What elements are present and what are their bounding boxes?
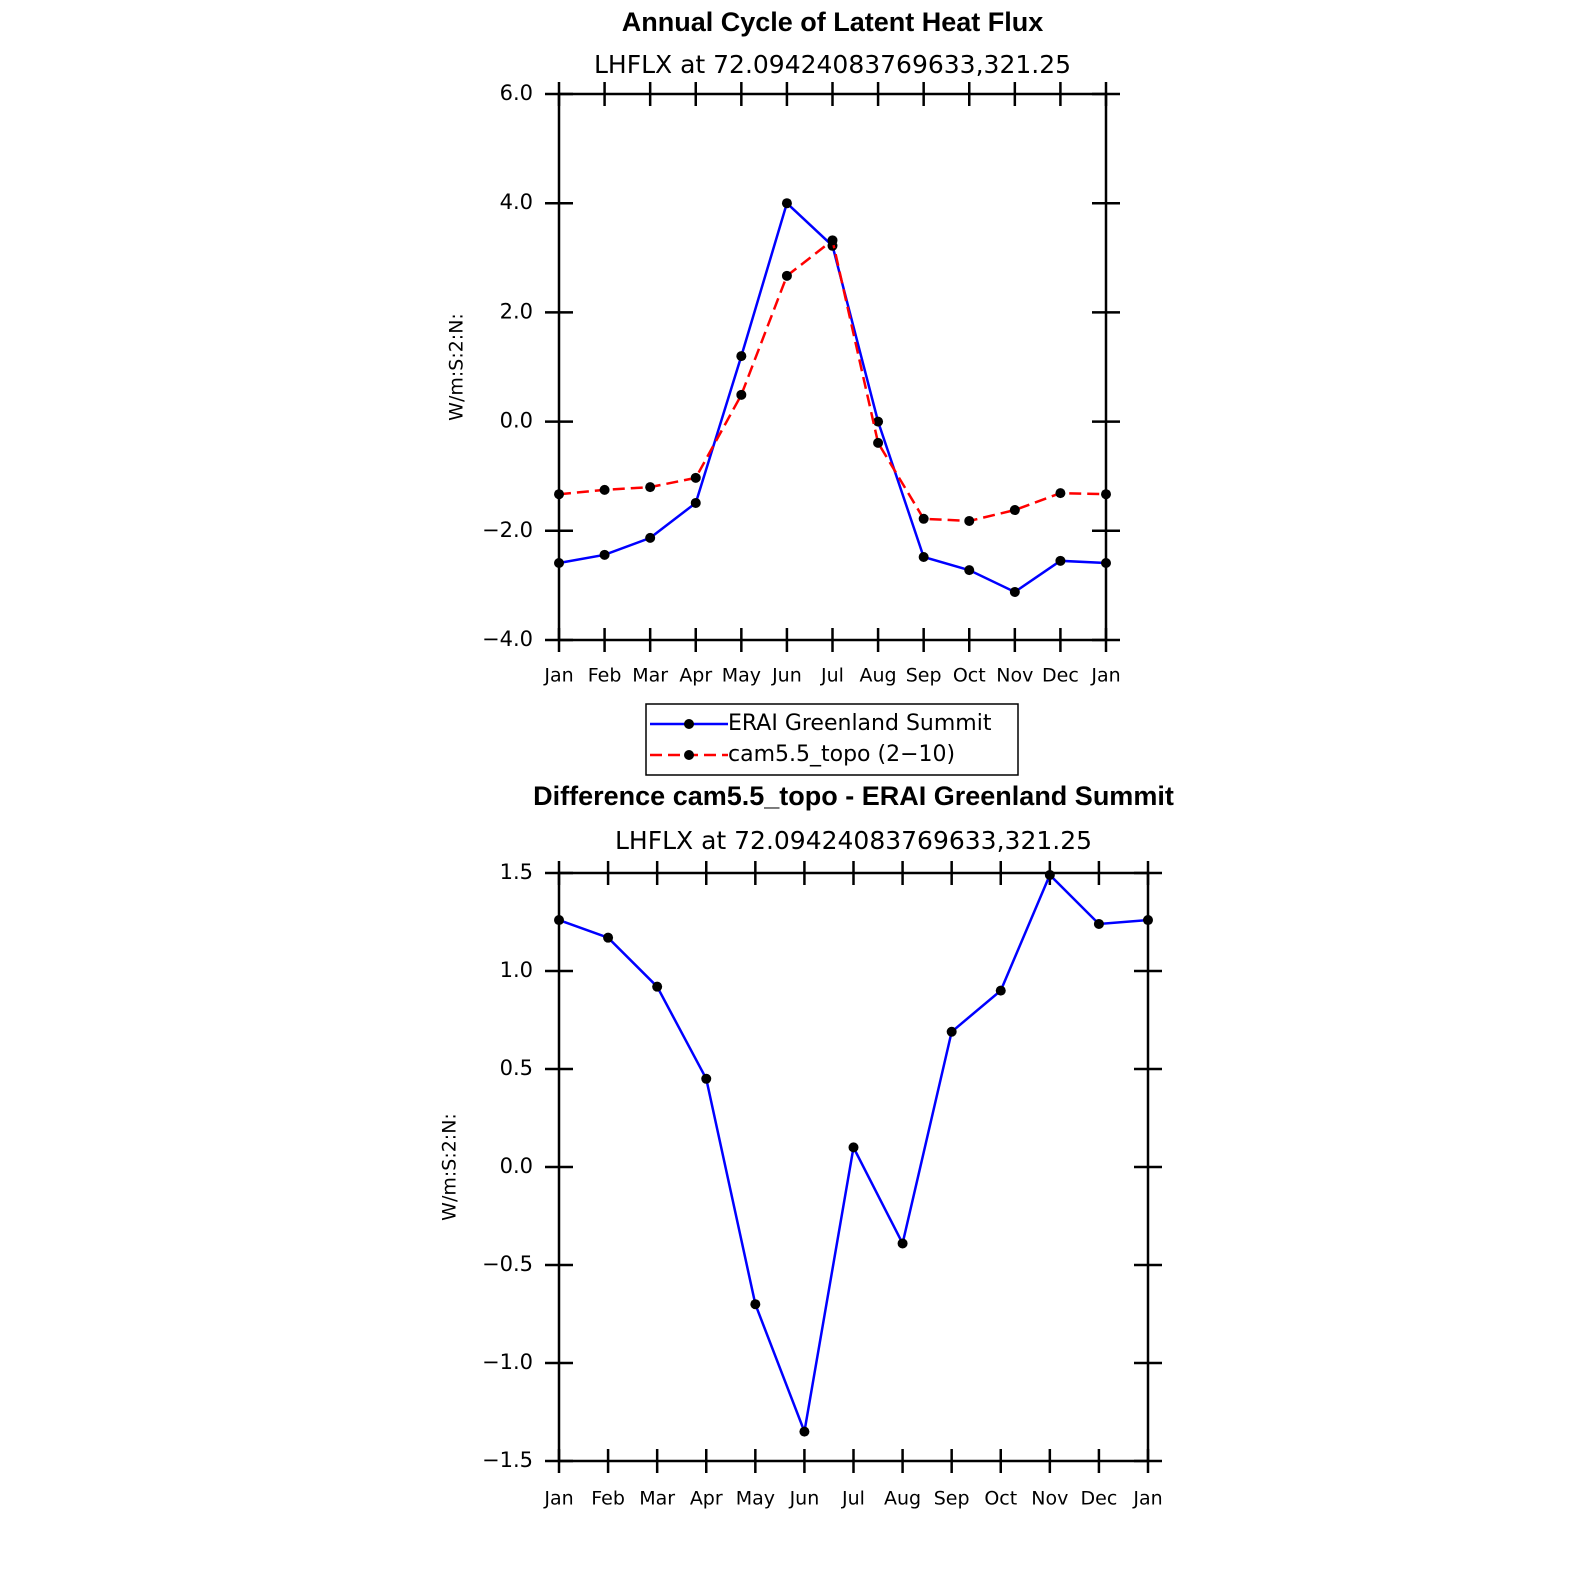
data-point [799, 1426, 810, 1437]
data-point [918, 513, 929, 524]
y-axis-label: W/m:S:2:N: [446, 313, 468, 421]
x-tick-label: Jun [789, 1488, 820, 1510]
y-tick-label: 1.5 [500, 860, 533, 884]
x-tick-label: Oct [984, 1488, 1017, 1510]
data-point [750, 1299, 761, 1310]
data-point [554, 558, 564, 569]
data-point [645, 482, 656, 493]
data-point [1009, 586, 1020, 597]
data-point [848, 1142, 859, 1153]
legend-label: ERAI Greenland Summit [728, 711, 992, 736]
data-point [736, 351, 747, 362]
data-point [1101, 558, 1111, 569]
data-point [599, 484, 610, 495]
x-tick-label: Feb [588, 665, 622, 687]
x-tick-label: May [736, 1488, 775, 1510]
data-point [1055, 555, 1066, 566]
legend-label: cam5.5_topo (2−10) [728, 742, 955, 767]
data-point [873, 416, 884, 427]
data-point [897, 1238, 908, 1249]
x-tick-label: Dec [1042, 665, 1079, 687]
x-tick-label: May [722, 665, 761, 687]
legend-marker [684, 719, 694, 729]
y-tick-label: −2.0 [482, 518, 533, 542]
x-tick-label: Jan [543, 665, 573, 687]
x-tick-label: Jul [841, 1488, 865, 1510]
x-tick-label: Apr [679, 665, 712, 687]
data-point [995, 985, 1006, 996]
x-tick-label: Mar [632, 665, 668, 687]
legend-box [645, 703, 1019, 776]
data-point [964, 565, 975, 576]
legend-marker [684, 750, 694, 760]
chart-subtitle: LHFLX at 72.09424083769633,321.25 [594, 50, 1071, 79]
x-tick-label: Oct [953, 665, 986, 687]
data-line [558, 238, 1107, 523]
data-point [701, 1073, 712, 1084]
data-point [946, 1026, 957, 1037]
plot-frame [557, 871, 1150, 1463]
data-point [652, 981, 663, 992]
data-point [1009, 505, 1020, 516]
x-tick-label: Sep [906, 665, 942, 687]
data-point [554, 915, 564, 926]
data-point [599, 549, 610, 560]
data-line [558, 872, 1149, 1437]
x-tick-label: Jan [1132, 1488, 1162, 1510]
data-point [1143, 915, 1153, 926]
chart-title: Annual Cycle of Latent Heat Flux [622, 7, 1044, 37]
y-tick-label: −0.5 [482, 1252, 533, 1276]
y-axis-label: W/m:S:2:N: [439, 1113, 461, 1221]
data-point [554, 489, 564, 500]
data-point [1055, 488, 1066, 499]
x-tick-label: Mar [639, 1488, 675, 1510]
y-tick-label: −1.5 [482, 1448, 533, 1472]
data-point [781, 270, 792, 281]
x-tick-label: Sep [934, 1488, 970, 1510]
data-point [690, 497, 701, 508]
x-tick-label: Jun [771, 665, 802, 687]
chart-subtitle: LHFLX at 72.09424083769633,321.25 [615, 826, 1092, 855]
y-tick-label: 6.0 [500, 81, 533, 105]
x-tick-label: Feb [591, 1488, 625, 1510]
y-tick-label: 4.0 [500, 190, 533, 214]
x-tick-label: Apr [690, 1488, 723, 1510]
plot-frame [557, 92, 1108, 642]
chart-title: Difference cam5.5_topo - ERAI Greenland … [533, 781, 1174, 811]
data-point [603, 932, 614, 943]
data-point [736, 389, 747, 400]
x-tick-label: Aug [860, 665, 897, 687]
data-point [645, 532, 656, 543]
x-tick-label: Jan [1090, 665, 1120, 687]
y-tick-label: 0.5 [500, 1056, 533, 1080]
x-tick-label: Jan [543, 1488, 573, 1510]
y-tick-label: 0.0 [500, 1154, 533, 1178]
x-tick-label: Aug [884, 1488, 921, 1510]
data-point [781, 198, 792, 209]
data-point [873, 437, 884, 448]
y-tick-label: 1.0 [500, 958, 533, 982]
data-line [558, 200, 1107, 594]
data-point [690, 472, 701, 483]
data-point [918, 552, 929, 563]
x-tick-label: Dec [1081, 1488, 1118, 1510]
y-tick-label: 2.0 [500, 299, 533, 323]
x-tick-label: Jul [820, 665, 844, 687]
x-tick-label: Nov [996, 665, 1033, 687]
data-point [827, 235, 838, 246]
y-tick-label: −1.0 [482, 1350, 533, 1374]
y-tick-label: 0.0 [500, 409, 533, 433]
x-tick-label: Nov [1031, 1488, 1068, 1510]
data-point [1044, 869, 1055, 880]
data-point [1101, 489, 1111, 500]
data-point [1093, 918, 1104, 929]
y-tick-label: −4.0 [482, 627, 533, 651]
data-point [964, 515, 975, 526]
